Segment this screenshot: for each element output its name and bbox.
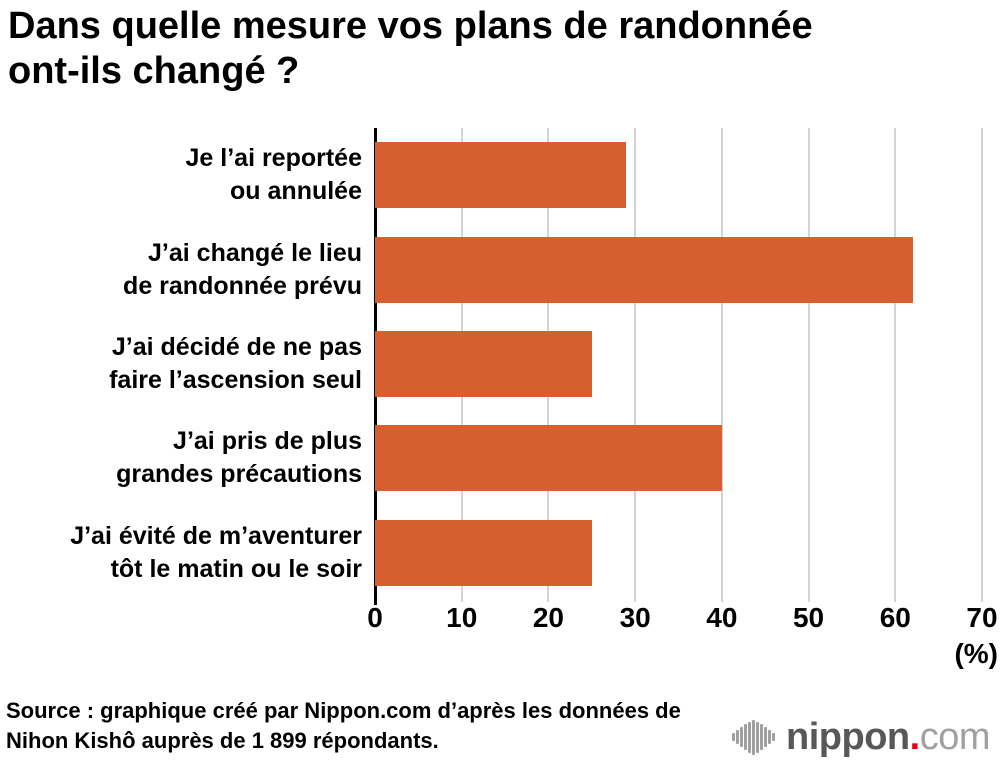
x-tick-label: 10 [446,602,478,633]
gridline [634,128,637,602]
source-note: Source : graphique créé par Nippon.com d… [6,696,681,756]
gridline [720,128,723,602]
logo-brand-text: nippon [786,716,910,758]
category-label: J’ai décidé de ne pas faire l’ascension … [109,333,362,394]
plot-area [374,128,983,605]
bar [375,236,913,303]
source-line-2: Nihon Kishô auprès de 1 899 répondants. [6,728,439,753]
x-tick-label: 40 [706,602,738,633]
gridline [807,128,810,602]
chart-title: Dans quelle mesure vos plans de randonné… [8,5,813,92]
source-line-1: Source : graphique créé par Nippon.com d… [6,698,681,723]
x-tick-label: 20 [532,602,564,633]
bar [375,331,592,397]
x-tick-label: 50 [792,602,825,633]
bar [375,142,627,209]
bar [375,519,592,586]
category-label: J’ai pris de plus grandes précautions [116,427,362,489]
x-tick-label: 30 [619,602,651,633]
logo-tld-text: com [919,716,991,758]
x-tick-label: 70 [966,602,998,633]
bar [375,425,722,492]
gridline [894,128,897,602]
category-label: J’ai évité de m’aventurer tôt le matin o… [70,521,362,583]
x-axis-unit-label: (%) [954,638,998,669]
category-label: Je l’ai reportée ou annulée [185,144,362,206]
logo-red-dot: . [909,716,921,758]
soundwave-bars-icon [732,719,776,755]
nippon-logo: nippon.com [732,718,991,756]
x-axis-ticks: 0 10 20 30 40 50 60 70 [367,602,997,638]
category-label: J’ai changé le lieu de randonnée prévu [123,238,362,300]
x-tick-label: 60 [879,602,911,633]
nippon-logo-text: nippon.com [786,718,990,756]
category-labels: Je l’ai reportée ou annulée J’ai changé l… [0,128,362,600]
x-tick-label: 0 [367,602,383,633]
gridline [981,128,983,602]
